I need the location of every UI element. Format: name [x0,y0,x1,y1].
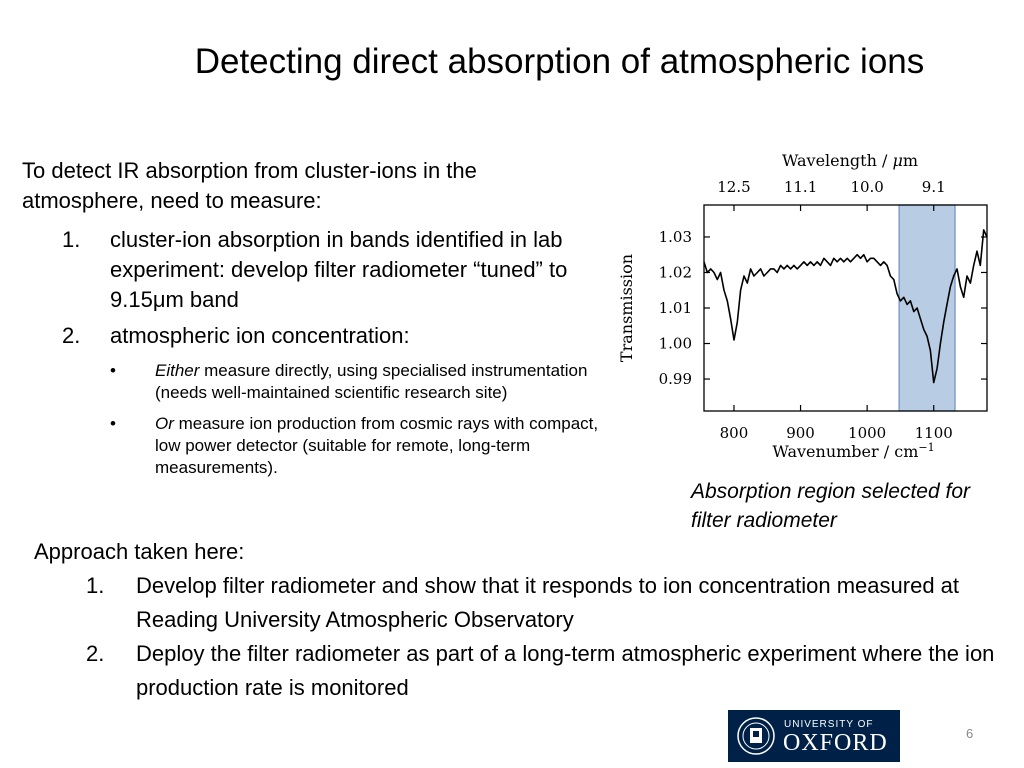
list-text: Develop filter radiometer and show that … [136,573,960,632]
list-number: 1. [86,573,105,598]
list-number: 2. [86,641,105,666]
x-tick-label: 800 [720,424,749,442]
chart-axes [703,204,988,412]
chart-marks [703,229,988,384]
list-item: 1. Develop filter radiometer and show th… [86,569,996,637]
list-number: 2. [62,323,81,348]
y-tick-label: 1.01 [659,299,692,317]
bullet-lead: Or [155,414,174,433]
y-tick-label: 1.03 [659,228,692,246]
list-item: 2. Deploy the filter radiometer as part … [86,637,996,705]
transmission-chart: 800 900 1000 1100 12.5 11.1 10.0 9.1 0.99 1.00 1.0… [617,151,988,461]
x-axis-label: Wavenumber / cm−1 [772,441,934,461]
bullet-text: measure directly, using specialised inst… [155,361,588,402]
logo-line1: UNIVERSITY OF [784,719,874,730]
bullet-item: • Either measure directly, using special… [110,360,600,404]
approach-title: Approach taken here: [34,539,245,564]
x-tick-label: 900 [786,424,815,442]
y-tick-label: 0.99 [659,370,692,388]
list-item: 1. cluster-ion absorption in bands ident… [62,225,602,315]
bullet-marker: • [110,414,116,433]
chart-caption: Absorption region selected for filter ra… [691,480,970,532]
list-text: atmospheric ion concentration: [110,323,410,348]
list-item: 2. atmospheric ion concentration: [62,321,602,351]
x-tick-label: 1000 [848,424,886,442]
list-number: 1. [62,227,81,252]
top-tick-label: 10.0 [850,178,883,196]
bullet-text: measure ion production from cosmic rays … [155,414,599,477]
y-tick-label: 1.00 [659,335,692,353]
oxford-logo: UNIVERSITY OF OXFORD [728,710,900,762]
x-axis-label-exponent: −1 [918,441,934,454]
logo-line2: OXFORD [783,730,888,756]
list-text: cluster-ion absorption in bands identifi… [110,227,568,312]
top-axis-label: Wavelength / μm [782,151,918,170]
chart-labels: 800 900 1000 1100 12.5 11.1 10.0 9.1 0.99 1.00 1.0… [617,151,953,461]
transmission-series-line [703,229,988,384]
bullet-lead: Either [155,361,200,380]
y-tick-label: 1.02 [659,263,692,281]
bullet-item: • Or measure ion production from cosmic … [110,413,600,479]
approach-list: 1. Develop filter radiometer and show th… [86,569,996,705]
top-tick-label: 11.1 [784,178,817,196]
top-axis-label-mu: μ [892,151,902,170]
bullet-list: • Either measure directly, using special… [110,360,600,479]
slide-title: Detecting direct absorption of atmospher… [194,42,925,81]
page-number: 6 [966,726,974,741]
x-tick-label: 1100 [915,424,953,442]
top-tick-label: 12.5 [717,178,750,196]
list-text: Deploy the filter radiometer as part of … [136,641,995,700]
crest-icon [737,717,775,755]
bullet-marker: • [110,361,116,380]
y-axis-label: Transmission [617,254,636,362]
intro-text: To detect IR absorption from cluster-ion… [22,158,477,213]
top-tick-label: 9.1 [922,178,946,196]
measure-list: 1. cluster-ion absorption in bands ident… [62,225,602,351]
